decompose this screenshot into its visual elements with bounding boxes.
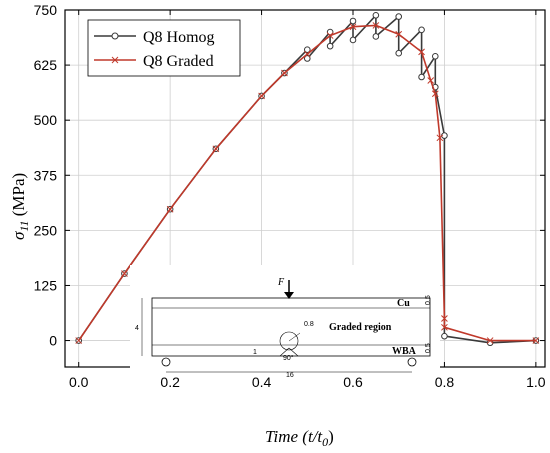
data-point-graded	[418, 48, 425, 56]
data-point-homog	[349, 17, 357, 25]
data-point-graded	[532, 337, 540, 344]
x-tick-label: 0.2	[160, 374, 180, 390]
cu-thickness: 0.5	[425, 295, 432, 305]
notch-circle	[279, 331, 299, 351]
legend-marker-homog	[111, 32, 119, 40]
data-point-graded	[436, 134, 444, 142]
y-tick-label: 250	[34, 222, 58, 238]
notch-depth-dim: 1	[253, 349, 257, 356]
x-axis-title-close: )	[328, 427, 334, 446]
series-layer	[75, 11, 540, 347]
y-tick-label: 500	[34, 112, 58, 128]
data-point-homog	[303, 55, 311, 62]
graded-region-label: Graded region	[329, 322, 392, 333]
legend-marker-graded	[111, 56, 119, 64]
y-axis-title: σ11 (MPa)	[9, 173, 31, 240]
data-point-homog	[303, 46, 311, 53]
force-arrow-head	[284, 292, 294, 299]
data-point-homog	[418, 26, 425, 34]
legend: Q8 Homog Q8 Graded	[87, 19, 241, 77]
data-point-graded	[258, 92, 265, 100]
tick-labels: 0.0 0.2 0.4 0.6 0.8 1.0 0 125 250 375 500 625 750	[34, 2, 546, 390]
data-point-graded	[349, 23, 357, 31]
cu-label: Cu	[397, 298, 410, 309]
inset-diagram: F Cu 0.5 Graded region WBA 0.5 4 0.8 90°…	[130, 265, 440, 379]
left-support	[161, 357, 171, 367]
data-point-homog	[349, 36, 357, 44]
legend-box	[87, 19, 241, 77]
data-point-graded	[395, 30, 403, 38]
y-tick-label: 0	[49, 333, 57, 349]
y-tick-label: 375	[34, 167, 58, 183]
y-tick-label: 750	[34, 2, 58, 18]
data-point-homog	[431, 52, 439, 60]
legend-label-homog: Q8 Homog	[143, 29, 215, 46]
data-point-homog	[418, 73, 425, 81]
x-axis-title-var: t/t	[308, 427, 323, 446]
data-point-graded	[166, 205, 174, 213]
data-point-graded	[75, 337, 83, 344]
data-point-homog	[441, 332, 448, 340]
data-point-graded	[431, 90, 439, 98]
inset-background	[130, 265, 440, 370]
height-dim: 4	[135, 325, 139, 332]
x-axis-title-main: Time (	[265, 427, 309, 446]
y-axis-title-sub: 11	[17, 221, 31, 232]
data-point-homog	[326, 42, 334, 50]
data-point-graded	[441, 323, 448, 331]
y-tick-label: 625	[34, 57, 58, 73]
x-tick-label: 1.0	[526, 374, 546, 390]
data-point-graded	[427, 77, 435, 84]
x-tick-label: 0.4	[252, 374, 272, 390]
beam-outline	[151, 297, 431, 357]
data-point-homog	[372, 33, 380, 40]
data-point-graded	[212, 145, 220, 153]
right-support	[407, 357, 417, 367]
y-tick-label: 125	[34, 277, 58, 293]
wba-thickness: 0.5	[425, 343, 432, 353]
wba-label: WBA	[392, 346, 417, 357]
x-tick-label: 0.6	[343, 374, 363, 390]
data-point-graded	[372, 22, 380, 29]
x-axis-title: Time (t/t0)	[265, 427, 334, 449]
data-point-graded	[303, 50, 311, 58]
data-point-homog	[395, 13, 403, 20]
angle-dim: 90°	[283, 354, 294, 362]
x-axis-title-sub: 0	[322, 435, 328, 449]
radius-dim: 0.8	[304, 321, 314, 328]
data-point-graded	[281, 69, 288, 77]
force-label: F	[277, 277, 285, 288]
notch-right-edge	[288, 347, 299, 357]
data-point-graded	[486, 337, 494, 344]
x-tick-label: 0.8	[435, 374, 455, 390]
legend-label-graded: Q8 Graded	[143, 53, 214, 70]
data-point-graded	[326, 32, 334, 39]
y-axis-title-unit: (MPa)	[9, 173, 28, 221]
data-point-homog	[372, 11, 380, 19]
axis-ticks	[65, 9, 545, 367]
notch-left-edge	[279, 347, 290, 357]
data-point-homog	[395, 49, 403, 57]
data-point-graded	[441, 315, 448, 322]
length-dim: 16	[286, 372, 294, 379]
x-tick-label: 0.0	[69, 374, 89, 390]
notch-radius-line	[288, 332, 301, 342]
data-point-graded	[121, 270, 128, 277]
y-axis-title-sym: σ	[9, 231, 28, 240]
